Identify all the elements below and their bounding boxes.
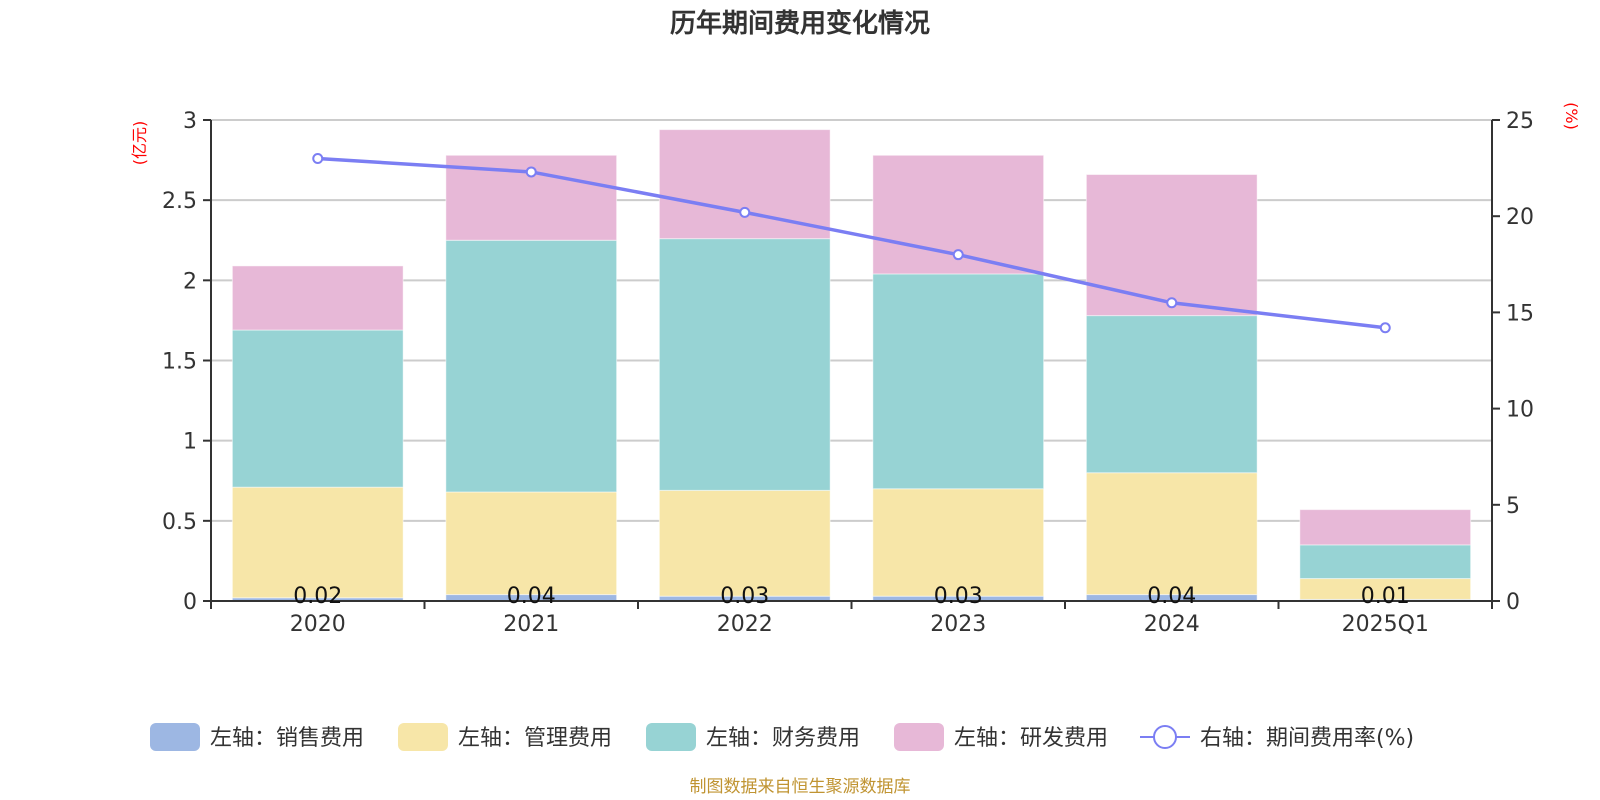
data-label: 0.04	[507, 584, 556, 609]
data-labels: 0.02 0.04 0.03 0.03 0.04 0.01	[293, 584, 1409, 609]
line-path	[317, 156, 1386, 330]
bar-segment	[658, 129, 831, 240]
bar-segment	[658, 489, 831, 597]
line-point	[952, 249, 964, 261]
data-label: 0.03	[934, 584, 983, 609]
left-axis-tick-label: 1	[183, 430, 197, 455]
legend-label: 左轴：管理费用	[458, 726, 612, 751]
bar-segment	[231, 329, 404, 488]
legend-swatch	[646, 723, 696, 751]
bar-segment	[445, 239, 618, 493]
bar-series	[231, 129, 1472, 602]
right-axis-unit: (%)	[1562, 102, 1581, 130]
right-axis-tick-label: 20	[1506, 205, 1534, 230]
line-point	[1379, 322, 1391, 334]
right-axis-tick-label: 0	[1506, 590, 1520, 615]
left-axis-tick-label: 3	[183, 109, 197, 134]
right-axis-tick-label: 10	[1506, 398, 1534, 423]
data-label: 0.02	[293, 584, 342, 609]
legend-circle-icon	[1153, 725, 1177, 749]
bar-segment	[872, 273, 1045, 490]
x-axis-label: 2025Q1	[1342, 612, 1429, 637]
right-axis-tick-label: 5	[1506, 494, 1520, 519]
data-label: 0.04	[1147, 584, 1196, 609]
legend-swatch	[150, 723, 200, 751]
legend: 左轴：销售费用 左轴：管理费用 左轴：财务费用 左轴：研发费用 右轴：期间费用率(%)	[150, 723, 1414, 751]
bar-segment	[1085, 174, 1258, 317]
x-axis-label: 2022	[717, 612, 773, 637]
left-axis-tick-label: 0.5	[162, 510, 197, 535]
legend-label: 左轴：财务费用	[706, 726, 860, 751]
left-axis-tick-label: 2.5	[162, 189, 197, 214]
line-point	[739, 206, 751, 218]
grid-lines	[211, 119, 1492, 522]
left-axis-tick-label: 2	[183, 269, 197, 294]
chart-title: 历年期间费用变化情况	[670, 8, 930, 39]
bar-segment	[658, 238, 831, 491]
bar-segment	[1085, 315, 1258, 474]
x-axis-label: 2020	[290, 612, 346, 637]
bar-segment	[1299, 509, 1472, 546]
left-axis-tick-label: 0	[183, 590, 197, 615]
line-point	[312, 152, 324, 164]
line-point	[1166, 297, 1178, 309]
line-point	[525, 166, 537, 178]
x-axis-label: 2023	[930, 612, 986, 637]
legend-label: 左轴：研发费用	[954, 726, 1108, 751]
data-label: 0.03	[720, 584, 769, 609]
right-axis-tick-label: 25	[1506, 109, 1534, 134]
left-axis-unit: (亿元)	[130, 121, 149, 166]
legend-swatch	[398, 723, 448, 751]
axes: 0 0.5 1 1.5 2 2.5 3 0 5 10 15 20 25 2020 2021 2022 2023 2…	[162, 109, 1534, 637]
x-axis-label: 2021	[503, 612, 559, 637]
bar-segment	[872, 488, 1045, 597]
data-source-footer: 制图数据来自恒生聚源数据库	[690, 777, 911, 797]
bar-segment	[445, 491, 618, 596]
x-axis-label: 2024	[1144, 612, 1200, 637]
right-axis-tick-label: 15	[1506, 301, 1534, 326]
bar-segment	[231, 486, 404, 599]
bar-segment	[1085, 472, 1258, 596]
legend-label: 右轴：期间费用率(%)	[1200, 726, 1414, 751]
legend-label: 左轴：销售费用	[210, 726, 364, 751]
bar-segment	[1299, 544, 1472, 580]
data-label: 0.01	[1361, 584, 1410, 609]
bar-segment	[231, 265, 404, 331]
legend-swatch	[894, 723, 944, 751]
left-axis-tick-label: 1.5	[162, 350, 197, 375]
line-series	[312, 152, 1391, 334]
